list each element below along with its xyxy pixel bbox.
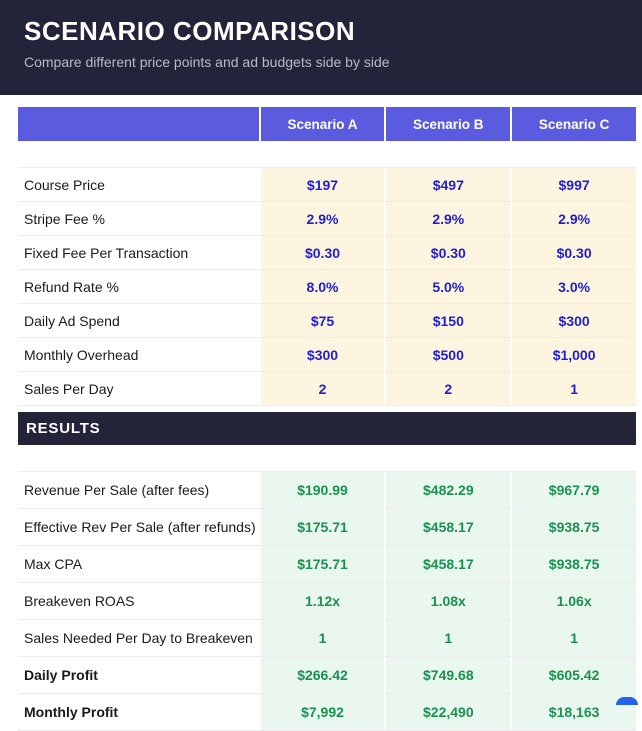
row-label: Max CPA bbox=[18, 546, 259, 582]
row-label: Daily Ad Spend bbox=[18, 304, 259, 337]
row-label: Effective Rev Per Sale (after refunds) bbox=[18, 509, 259, 545]
result-value-cell: 1.08x bbox=[384, 583, 511, 619]
row-label: Monthly Overhead bbox=[18, 338, 259, 371]
table-row: Daily Ad Spend $75 $150 $300 bbox=[18, 304, 636, 338]
table-row: Monthly Overhead $300 $500 $1,000 bbox=[18, 338, 636, 372]
result-value-cell: 1 bbox=[510, 620, 636, 656]
page-header: SCENARIO COMPARISON Compare different pr… bbox=[0, 0, 642, 95]
input-value-cell[interactable]: $150 bbox=[384, 304, 511, 337]
table-row: Effective Rev Per Sale (after refunds) $1… bbox=[18, 509, 636, 546]
input-value-cell[interactable]: 2 bbox=[384, 372, 511, 405]
table-row: Monthly Profit $7,992 $22,490 $18,163 bbox=[18, 694, 636, 731]
floating-handle[interactable] bbox=[616, 697, 638, 705]
input-value-cell[interactable]: 8.0% bbox=[258, 270, 385, 303]
input-value-cell[interactable]: $300 bbox=[258, 338, 385, 371]
input-value-cell[interactable]: $997 bbox=[510, 168, 636, 201]
row-label: Stripe Fee % bbox=[18, 202, 259, 235]
row-label: Sales Per Day bbox=[18, 372, 259, 405]
table-row: Revenue Per Sale (after fees) $190.99 $482… bbox=[18, 472, 636, 509]
row-label: Fixed Fee Per Transaction bbox=[18, 236, 259, 269]
column-header-scenario-a: Scenario A bbox=[258, 107, 385, 141]
input-value-cell[interactable]: 2.9% bbox=[384, 202, 511, 235]
row-label: Refund Rate % bbox=[18, 270, 259, 303]
column-header-row: Scenario A Scenario B Scenario C bbox=[18, 107, 636, 141]
table-row: Daily Profit $266.42 $749.68 $605.42 bbox=[18, 657, 636, 694]
input-value-cell[interactable]: $0.30 bbox=[384, 236, 511, 269]
results-section-title: RESULTS bbox=[26, 420, 101, 437]
row-label: Sales Needed Per Day to Breakeven bbox=[18, 620, 259, 656]
input-value-cell[interactable]: 2 bbox=[258, 372, 385, 405]
table-row: Sales Needed Per Day to Breakeven 1 1 1 bbox=[18, 620, 636, 657]
page-subtitle: Compare different price points and ad bu… bbox=[24, 54, 390, 70]
result-value-cell: $938.75 bbox=[510, 509, 636, 545]
row-label: Course Price bbox=[18, 168, 259, 201]
results-section-header: RESULTS bbox=[18, 412, 636, 445]
column-header-scenario-c: Scenario C bbox=[510, 107, 636, 141]
input-value-cell[interactable]: 5.0% bbox=[384, 270, 511, 303]
result-value-cell: 1 bbox=[258, 620, 385, 656]
input-value-cell[interactable]: $75 bbox=[258, 304, 385, 337]
result-value-cell: $605.42 bbox=[510, 657, 636, 693]
input-value-cell[interactable]: $0.30 bbox=[510, 236, 636, 269]
input-value-cell[interactable]: $497 bbox=[384, 168, 511, 201]
result-value-cell: 1.06x bbox=[510, 583, 636, 619]
result-value-cell: 1.12x bbox=[258, 583, 385, 619]
result-value-cell: $175.71 bbox=[258, 546, 385, 582]
page-title: SCENARIO COMPARISON bbox=[24, 16, 356, 46]
result-value-cell: $22,490 bbox=[384, 694, 511, 730]
input-value-cell[interactable]: $0.30 bbox=[258, 236, 385, 269]
input-value-cell[interactable]: $300 bbox=[510, 304, 636, 337]
result-value-cell: $7,992 bbox=[258, 694, 385, 730]
table-row: Course Price $197 $497 $997 bbox=[18, 168, 636, 202]
result-value-cell: $458.17 bbox=[384, 509, 511, 545]
column-header-scenario-b: Scenario B bbox=[384, 107, 511, 141]
comparison-table: Scenario A Scenario B Scenario C Course … bbox=[0, 107, 642, 731]
table-row: Sales Per Day 2 2 1 bbox=[18, 372, 636, 406]
result-value-cell: $967.79 bbox=[510, 472, 636, 508]
input-value-cell[interactable]: 1 bbox=[510, 372, 636, 405]
row-label: Revenue Per Sale (after fees) bbox=[18, 472, 259, 508]
input-value-cell[interactable]: 2.9% bbox=[510, 202, 636, 235]
result-value-cell: $175.71 bbox=[258, 509, 385, 545]
table-row: Fixed Fee Per Transaction $0.30 $0.30 $0.30 bbox=[18, 236, 636, 270]
table-row: Max CPA $175.71 $458.17 $938.75 bbox=[18, 546, 636, 583]
input-value-cell[interactable]: 2.9% bbox=[258, 202, 385, 235]
result-value-cell: $749.68 bbox=[384, 657, 511, 693]
table-row: Breakeven ROAS 1.12x 1.08x 1.06x bbox=[18, 583, 636, 620]
result-value-cell: $458.17 bbox=[384, 546, 511, 582]
result-value-cell: $482.29 bbox=[384, 472, 511, 508]
inputs-section: Course Price $197 $497 $997 Stripe Fee % 2.9%… bbox=[18, 167, 636, 406]
input-value-cell[interactable]: $500 bbox=[384, 338, 511, 371]
result-value-cell: 1 bbox=[384, 620, 511, 656]
input-value-cell[interactable]: 3.0% bbox=[510, 270, 636, 303]
input-value-cell[interactable]: $1,000 bbox=[510, 338, 636, 371]
table-row: Stripe Fee % 2.9% 2.9% 2.9% bbox=[18, 202, 636, 236]
result-value-cell: $266.42 bbox=[258, 657, 385, 693]
row-label: Daily Profit bbox=[18, 657, 259, 693]
result-value-cell: $938.75 bbox=[510, 546, 636, 582]
corner-cell bbox=[18, 107, 259, 141]
row-label: Breakeven ROAS bbox=[18, 583, 259, 619]
results-section: Revenue Per Sale (after fees) $190.99 $482… bbox=[18, 471, 636, 731]
row-label: Monthly Profit bbox=[18, 694, 259, 730]
input-value-cell[interactable]: $197 bbox=[258, 168, 385, 201]
result-value-cell: $190.99 bbox=[258, 472, 385, 508]
table-row: Refund Rate % 8.0% 5.0% 3.0% bbox=[18, 270, 636, 304]
